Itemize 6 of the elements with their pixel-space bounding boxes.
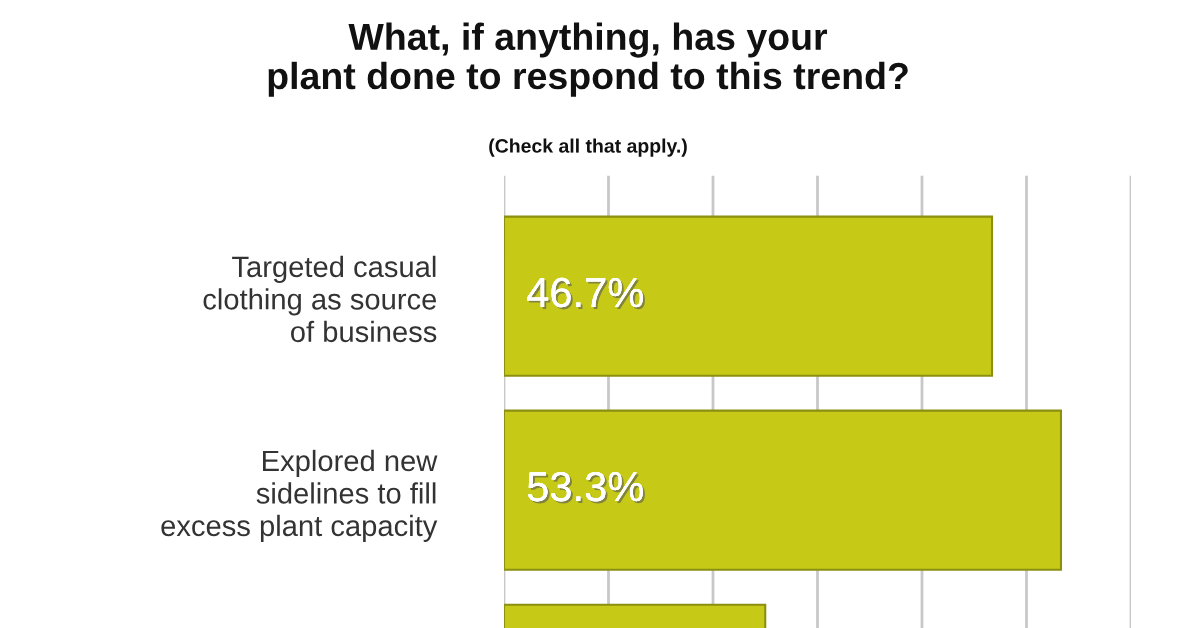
chart-subtitle: (Check all that apply.)	[489, 138, 687, 157]
y-tick-label: Explored new sidelines to fill excess plant capacity	[161, 449, 438, 542]
data-label: 53.3%	[527, 471, 645, 504]
data-label: 46.7%	[527, 277, 645, 310]
chart-title: What, if anything, has your plant done to respond to this trend?	[268, 22, 908, 97]
y-tick-label: Targeted casual clothing as source of business	[203, 255, 437, 343]
